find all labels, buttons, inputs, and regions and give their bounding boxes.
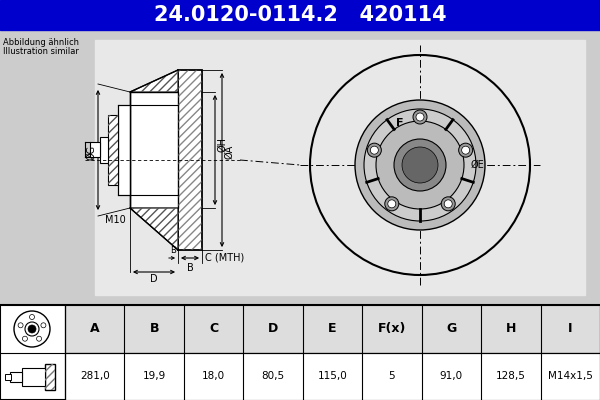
Bar <box>5 374 11 380</box>
Bar <box>118 105 130 195</box>
Text: B: B <box>187 263 193 273</box>
Text: 115,0: 115,0 <box>317 371 347 381</box>
Polygon shape <box>130 208 178 250</box>
Circle shape <box>394 139 446 191</box>
Text: ØH: ØH <box>217 138 227 152</box>
Text: D: D <box>268 322 278 335</box>
Text: I: I <box>568 322 572 335</box>
Bar <box>0 31 600 305</box>
Text: F(x): F(x) <box>378 322 406 335</box>
Bar <box>130 92 178 208</box>
Text: D: D <box>150 274 158 284</box>
Circle shape <box>388 200 396 208</box>
Text: H: H <box>506 322 516 335</box>
Text: C: C <box>209 322 218 335</box>
Circle shape <box>461 146 470 154</box>
Circle shape <box>416 113 424 121</box>
Circle shape <box>441 197 455 211</box>
Circle shape <box>364 109 476 221</box>
Circle shape <box>370 146 379 154</box>
Circle shape <box>355 100 485 230</box>
Text: 128,5: 128,5 <box>496 371 526 381</box>
Bar <box>65 352 600 400</box>
Circle shape <box>458 143 473 157</box>
Text: ØG: ØG <box>86 144 96 160</box>
Text: A: A <box>90 322 100 335</box>
Bar <box>45 364 55 390</box>
Text: F: F <box>397 118 404 128</box>
Circle shape <box>402 147 438 183</box>
Bar <box>45 364 55 390</box>
Circle shape <box>367 143 382 157</box>
Text: G: G <box>446 322 457 335</box>
Text: C (MTH): C (MTH) <box>205 253 244 263</box>
Text: Abbildung ähnlich: Abbildung ähnlich <box>3 38 79 47</box>
Circle shape <box>385 197 399 211</box>
Text: 80,5: 80,5 <box>262 371 284 381</box>
Text: 18,0: 18,0 <box>202 371 225 381</box>
Circle shape <box>444 200 452 208</box>
Text: M10: M10 <box>104 215 125 225</box>
Circle shape <box>37 336 41 341</box>
Text: 281,0: 281,0 <box>80 371 110 381</box>
Text: E: E <box>328 322 337 335</box>
Text: 91,0: 91,0 <box>440 371 463 381</box>
Text: Illustration similar: Illustration similar <box>3 47 79 56</box>
Text: M14x1,5: M14x1,5 <box>548 371 593 381</box>
Text: 24.0120-0114.2   420114: 24.0120-0114.2 420114 <box>154 5 446 25</box>
Bar <box>95 40 585 295</box>
Circle shape <box>413 110 427 124</box>
Circle shape <box>376 121 464 209</box>
Text: B: B <box>149 322 159 335</box>
Bar <box>90 142 100 157</box>
Circle shape <box>41 323 46 328</box>
Text: 5: 5 <box>389 371 395 381</box>
Bar <box>178 70 202 250</box>
Text: ØE: ØE <box>471 160 485 170</box>
Bar <box>22 368 45 386</box>
Circle shape <box>18 323 23 328</box>
Text: ØA: ØA <box>224 145 234 159</box>
Bar <box>108 115 118 185</box>
Circle shape <box>29 314 35 320</box>
Bar <box>0 305 600 400</box>
Bar <box>108 115 118 185</box>
Bar <box>65 305 600 352</box>
Text: B: B <box>170 246 176 255</box>
Circle shape <box>28 325 36 333</box>
Bar <box>100 137 108 163</box>
Bar <box>178 70 202 250</box>
Text: 19,9: 19,9 <box>143 371 166 381</box>
Bar <box>10 372 22 382</box>
Circle shape <box>22 336 28 341</box>
Polygon shape <box>130 70 178 92</box>
Bar <box>0 0 600 30</box>
Text: Ate: Ate <box>404 185 446 205</box>
